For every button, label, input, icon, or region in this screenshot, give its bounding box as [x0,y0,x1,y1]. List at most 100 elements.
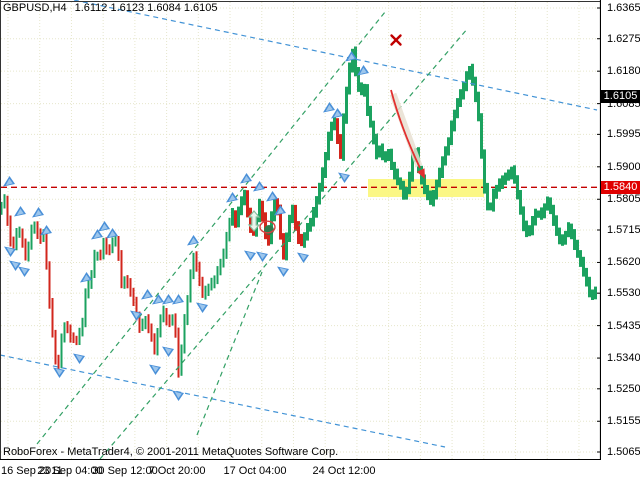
candlestick [483,149,486,194]
candlestick [459,89,462,107]
candlestick [345,86,348,124]
candlestick [366,84,369,116]
candlestick [147,314,150,334]
candlestick [264,212,267,240]
fractal-up-icon [172,294,184,305]
time-axis[interactable]: 16 Sep 2011 23 Sep 04:00 30 Sep 12:00 7 Oct… [0,460,640,480]
candlestick [96,251,99,261]
trendline-rising-upper[interactable] [36,11,386,445]
candlestick [162,305,165,323]
candlestick [471,63,474,86]
circle-marker[interactable] [264,225,274,235]
fractal-up-icon [152,294,164,305]
candlestick [423,174,426,195]
price-axis-label: 1.5435 [607,319,640,332]
trendline-descending-lower[interactable] [0,354,446,448]
candlestick [594,286,597,300]
fractal-down-icon [162,346,174,357]
candlestick [24,238,27,261]
candlestick [81,317,84,337]
candlestick [249,207,252,233]
candlestick [186,295,189,325]
plot-area[interactable]: GBPUSD,H4 1.6112 1.6123 1.6084 1.6105 Rob… [0,0,601,460]
candlestick [282,233,285,260]
updown-arrow-icon[interactable] [247,210,261,232]
candlestick [276,198,279,216]
candlestick [117,236,120,261]
trendline-rising-lower[interactable] [99,27,469,460]
candlestick [84,288,87,328]
candlestick [132,287,135,306]
candlestick [72,332,75,343]
candlestick [429,190,432,205]
candlestick [411,151,414,182]
copyright-text: RoboForex - MetaTrader4, © 2001-2011 Met… [3,446,339,458]
target-x-icon[interactable] [390,34,402,46]
fractal-up-icon [323,102,335,113]
candlestick [45,227,48,270]
price-axis-label: 1.5530 [607,287,640,300]
candlestick [99,249,102,261]
candlestick [447,137,450,156]
sell-arrow[interactable] [390,89,421,169]
candlestick [231,208,234,226]
price-axis-label: 1.5995 [607,128,640,141]
candlestick [54,329,57,365]
candlestick [504,172,507,185]
candlestick [318,182,321,205]
candlestick [510,166,513,180]
candlestick [168,314,171,328]
fractal-up-icon [357,65,369,76]
candlestick [492,188,495,212]
time-axis-label: 16 Sep 2011 [1,465,63,477]
candlestick [519,190,522,215]
price-axis-label: 1.6275 [607,32,640,45]
trendline-rising-inner[interactable] [196,271,263,436]
fractal-down-icon [73,353,85,364]
candlestick [210,277,213,291]
candlestick [105,237,108,255]
candlestick [258,198,261,223]
ohlc-readout: 1.6112 1.6123 1.6084 1.6105 [74,2,218,14]
candlestick [312,207,315,227]
candlestick [591,289,594,300]
candlestick [18,226,21,238]
fractal-down-icon [338,172,350,183]
candlestick [351,48,354,73]
candlestick [501,175,504,189]
candlestick [516,175,519,200]
candlestick [453,109,456,132]
candlestick [378,145,381,158]
fractal-down-icon [18,266,30,277]
candlestick [330,121,333,141]
fractal-up-icon [91,229,103,240]
candlestick [66,321,69,334]
chart-canvas[interactable] [0,0,601,460]
candlestick [426,185,429,201]
candlestick [93,249,96,278]
candlestick [180,344,183,376]
price-axis[interactable]: 1.6105 1.5840 1.6365 1.6275 1.6180 1.6085 1.… [601,0,640,460]
candlestick [357,67,360,92]
candlestick [399,177,402,190]
candlestick [306,223,309,241]
candlestick [33,221,36,234]
candlestick [246,190,249,218]
candlestick [189,269,192,303]
candlestick [285,232,288,261]
trendline-descending-upper[interactable] [73,0,598,111]
sell-arrow-head [416,168,425,179]
candlestick [15,228,18,251]
candlestick [465,71,468,92]
candlestick [408,171,411,195]
candlestick [291,204,294,224]
fractal-up-icon [3,176,15,187]
candlestick [135,296,138,321]
fractal-up-icon [187,235,199,246]
red-ellipse-marker[interactable] [259,220,276,234]
candlestick [261,200,264,222]
candlestick [348,62,351,95]
candlestick [126,275,129,289]
candlestick [546,196,549,211]
